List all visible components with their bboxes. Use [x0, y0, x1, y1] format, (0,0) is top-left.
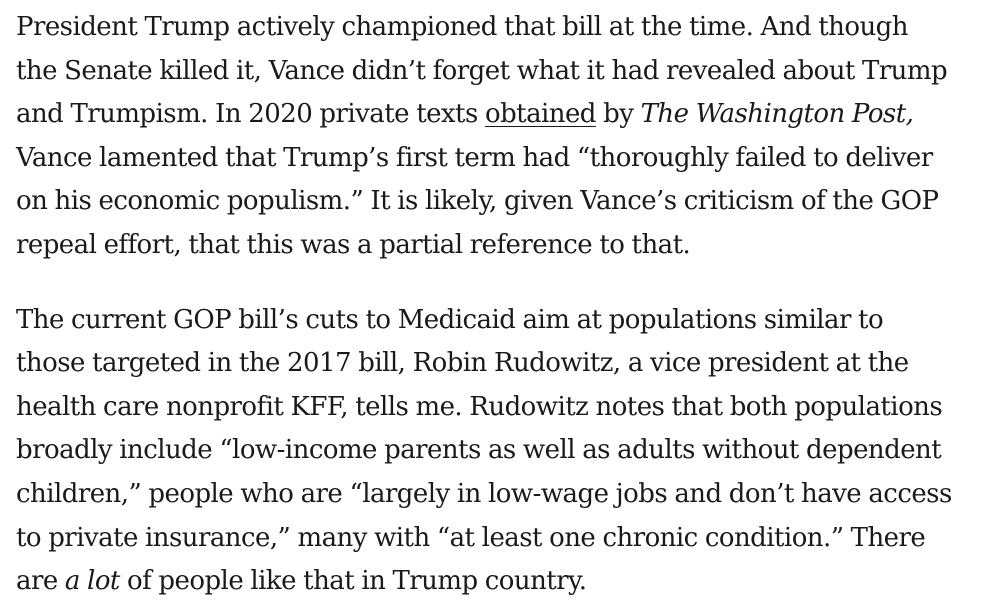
text-line: broadly include “low-income parents as w…	[16, 435, 942, 466]
text-line: President Trump actively championed that…	[16, 12, 908, 42]
text-line: those targeted in the 2017 bill, Robin R…	[16, 348, 909, 379]
text-line: the Senate killed it, Vance didn’t forge…	[16, 55, 948, 86]
article-body: President Trump actively championed that…	[16, 6, 986, 604]
text-line: are a lot of people like that in Trump c…	[16, 560, 986, 604]
text-line: on his economic populism.” It is likely,…	[16, 186, 939, 217]
publication-name: The Washington Post,	[640, 99, 914, 130]
paragraph-2: The current GOP bill’s cuts to Medicaid …	[16, 299, 986, 604]
text-line: children,” people who are “largely in lo…	[16, 478, 952, 509]
paragraph-1: President Trump actively championed that…	[16, 6, 986, 268]
text-line: to private insurance,” many with “at lea…	[16, 522, 926, 553]
text-fragment: of people like that in Trump country.	[119, 566, 587, 597]
text-line: health care nonprofit KFF, tells me. Rud…	[16, 391, 943, 422]
text-fragment: and Trumpism. In 2020 private texts	[16, 99, 485, 130]
text-line: and Trumpism. In 2020 private texts obta…	[16, 93, 986, 137]
text-fragment: by	[595, 99, 641, 130]
obtained-link[interactable]: obtained	[484, 99, 596, 130]
paragraph-spacer	[16, 268, 986, 299]
text-line: Vance lamented that Trump’s first term h…	[16, 142, 933, 173]
text-line: The current GOP bill’s cuts to Medicaid …	[16, 304, 884, 335]
text-line: repeal effort, that this was a partial r…	[16, 229, 691, 260]
text-fragment: are	[16, 566, 65, 597]
emphasis: a lot	[64, 566, 120, 597]
